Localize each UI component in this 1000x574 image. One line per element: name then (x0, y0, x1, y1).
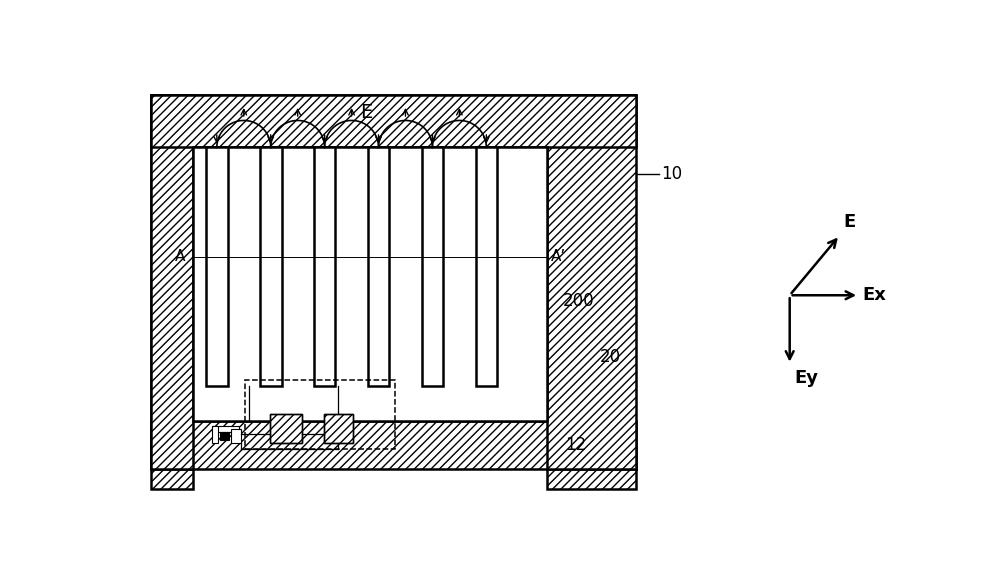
Bar (245, 380, 395, 449)
Text: 200: 200 (563, 292, 594, 311)
Text: E: E (844, 214, 856, 231)
Bar (151, 468, 193, 489)
Bar (547, 468, 636, 489)
Text: 12: 12 (565, 436, 586, 455)
Bar (314, 148, 335, 386)
Text: E: E (360, 103, 372, 122)
Bar (151, 95, 636, 148)
Bar (422, 148, 443, 386)
Bar (270, 414, 302, 443)
Text: 10: 10 (661, 165, 682, 183)
Bar (220, 432, 229, 440)
Bar (324, 414, 353, 443)
Bar (193, 148, 547, 421)
Bar (212, 426, 218, 443)
Bar (151, 421, 636, 468)
Text: 20: 20 (600, 348, 621, 366)
Bar (270, 414, 302, 443)
Text: Ex: Ex (863, 286, 887, 304)
Bar (206, 148, 228, 386)
Bar (151, 95, 636, 468)
Bar (547, 95, 636, 468)
Bar (476, 148, 497, 386)
Bar (231, 429, 241, 443)
Bar (368, 148, 389, 386)
Text: A: A (175, 249, 185, 264)
Bar (260, 148, 282, 386)
Bar (212, 426, 239, 432)
Text: Ey: Ey (794, 369, 818, 387)
Bar (151, 95, 193, 468)
Bar (324, 414, 353, 443)
Text: A’: A’ (551, 249, 566, 264)
